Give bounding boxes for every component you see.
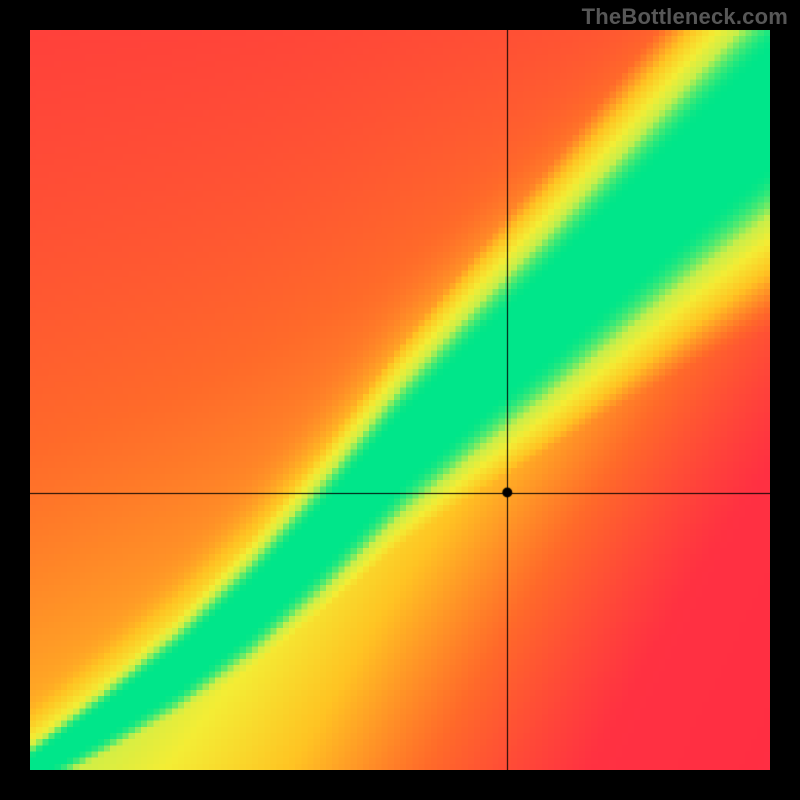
plot-area bbox=[30, 30, 770, 770]
root: { "watermark": { "text": "TheBottleneck.… bbox=[0, 0, 800, 800]
watermark-text: TheBottleneck.com bbox=[582, 4, 788, 30]
crosshair-overlay bbox=[30, 30, 770, 770]
